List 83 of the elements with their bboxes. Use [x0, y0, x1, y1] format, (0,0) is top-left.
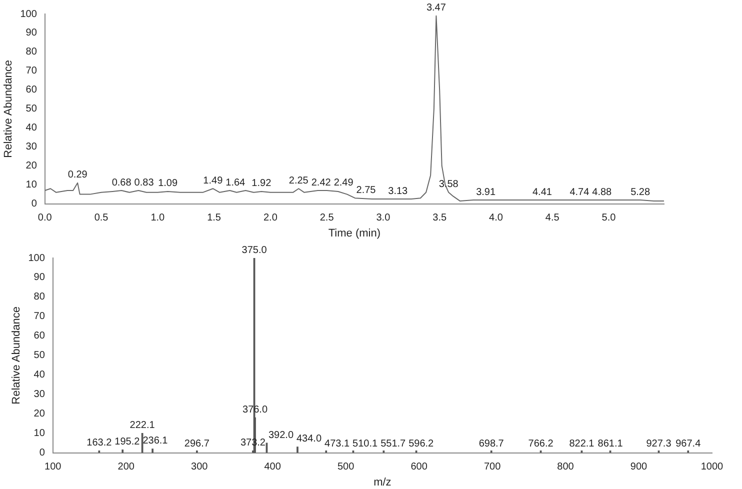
- annotation: 4.74: [570, 186, 590, 198]
- y-axis-title: Relative Abundance: [10, 306, 23, 404]
- y-tick-label: 100: [28, 252, 46, 264]
- x-tick-label: 4.0: [489, 212, 504, 224]
- annotation: 510.1: [352, 438, 378, 450]
- annotation: 1.92: [252, 178, 272, 190]
- annotation: 392.0: [268, 430, 294, 441]
- annotation: 1.09: [158, 178, 178, 190]
- y-tick-label: 50: [34, 350, 46, 362]
- annotation: 861.1: [598, 438, 624, 450]
- annotation: 163.2: [86, 438, 112, 449]
- x-tick-label: 1.5: [207, 212, 222, 224]
- x-tick-label: 3.0: [376, 212, 391, 224]
- x-tick-label: 0.5: [94, 212, 109, 224]
- annotation: 473.1: [324, 438, 350, 450]
- annotation: 2.42: [311, 177, 332, 188]
- y-tick-label: 60: [34, 330, 46, 342]
- x-tick-label: 3.5: [432, 212, 447, 224]
- x-tick-label: 800: [557, 462, 574, 473]
- y-tick-label: 10: [34, 428, 46, 440]
- annotation: 0.83: [134, 177, 154, 188]
- annotation: 551.7: [380, 438, 406, 450]
- x-tick-label: 500: [337, 462, 355, 473]
- x-tick-label: 300: [191, 462, 208, 473]
- annotation: 766.2: [528, 438, 554, 450]
- annotation: 967.4: [676, 438, 702, 450]
- y-tick-label: 70: [34, 311, 46, 322]
- annotation: 596.2: [408, 438, 434, 450]
- annotation: 927.3: [646, 438, 672, 450]
- annotation: 698.7: [478, 438, 504, 450]
- annotation: 1.49: [203, 175, 224, 186]
- x-tick-label: 900: [630, 462, 648, 473]
- x-tick-label: 2.0: [263, 212, 278, 224]
- y-tick-label: 90: [26, 28, 38, 39]
- y-tick-label: 50: [26, 104, 38, 115]
- x-tick-label: 4.5: [545, 212, 560, 224]
- annotation: 236.1: [142, 436, 168, 447]
- y-tick-label: 70: [26, 66, 38, 77]
- annotation: 2.25: [288, 175, 309, 186]
- annotation: 2.49: [334, 177, 354, 188]
- x-tick-label: 100: [44, 462, 62, 473]
- y-tick-label: 60: [26, 84, 38, 96]
- y-tick-label: 80: [26, 46, 38, 58]
- annotation: 4.41: [532, 186, 552, 198]
- y-tick-label: 0: [39, 448, 46, 459]
- x-tick-label: 0.0: [38, 212, 52, 224]
- x-tick-label: 5.0: [602, 212, 616, 224]
- x-tick-label: 200: [118, 462, 135, 473]
- annotation: 1.64: [226, 177, 246, 188]
- x-axis-title: m/z: [374, 476, 392, 488]
- y-tick-label: 30: [26, 142, 38, 153]
- y-tick-label: 40: [34, 370, 46, 381]
- annotation: 5.28: [630, 186, 650, 198]
- y-tick-label: 20: [26, 160, 38, 172]
- annotation: 4.88: [592, 186, 612, 198]
- annotation: 0.29: [68, 170, 88, 181]
- annotation: 222.1: [130, 420, 156, 432]
- annotation: 3.13: [388, 186, 408, 197]
- x-tick-label: 2.5: [320, 212, 334, 224]
- annotation: 296.7: [184, 438, 210, 450]
- y-tick-label: 10: [26, 180, 38, 191]
- y-tick-label: 30: [34, 389, 46, 400]
- annotation: 822.1: [569, 438, 595, 450]
- annotation: 434.0: [296, 434, 322, 445]
- annotation: 3.91: [476, 186, 496, 198]
- y-tick-label: 20: [34, 408, 46, 420]
- y-tick-label: 80: [34, 292, 46, 303]
- x-tick-label: 600: [410, 462, 428, 473]
- y-tick-label: 0: [31, 198, 38, 210]
- y-tick-label: 40: [26, 122, 38, 134]
- annotation: 375.0: [242, 244, 268, 256]
- x-axis-title: Time (min): [328, 227, 381, 240]
- annotation: 2.75: [356, 184, 376, 196]
- x-tick-label: 700: [484, 462, 502, 473]
- x-tick-label: 1.0: [150, 212, 166, 224]
- y-tick-label: 90: [34, 272, 46, 284]
- x-tick-label: 1000: [700, 462, 724, 473]
- annotation: 3.47: [426, 2, 446, 14]
- x-tick-label: 400: [264, 462, 282, 473]
- y-axis-title: Relative Abundance: [2, 60, 15, 158]
- annotation: 0.68: [112, 177, 132, 188]
- annotation: 195.2: [114, 436, 140, 448]
- y-tick-label: 100: [20, 8, 38, 20]
